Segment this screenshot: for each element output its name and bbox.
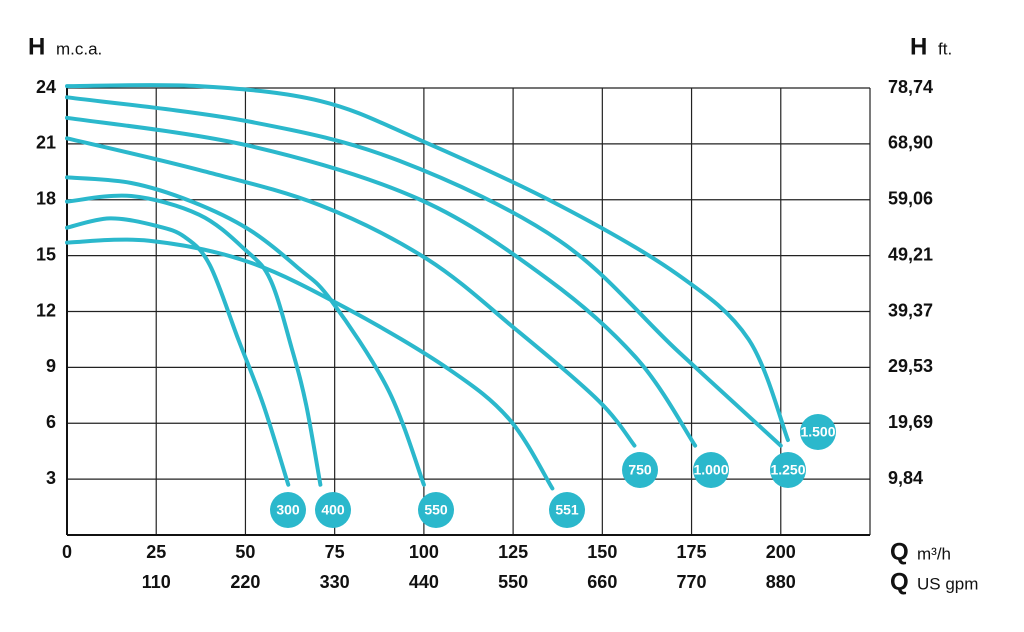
- x2-tick-label: 440: [409, 572, 439, 592]
- curve-badge: [770, 452, 806, 488]
- pump-curve: [65, 175, 426, 487]
- y2-tick-label: 39,37: [888, 300, 933, 320]
- pump-curve: [65, 237, 555, 491]
- y2-tick-label: 68,90: [888, 133, 933, 153]
- x2-tick-label: 110: [142, 572, 171, 592]
- x2-axis-symbol: Q: [890, 568, 909, 595]
- x-tick-label: 50: [235, 542, 255, 562]
- curve-label: 550: [424, 502, 448, 518]
- y-tick-label: 18: [36, 189, 56, 209]
- y-axis-symbol: H: [28, 33, 45, 60]
- x-axis-symbol: Q: [890, 538, 909, 565]
- curve-label: 551: [555, 502, 579, 518]
- pump-curve: [65, 83, 790, 443]
- curve-badge: [315, 492, 351, 528]
- x-tick-label: 200: [766, 542, 796, 562]
- y-tick-label: 15: [36, 244, 56, 264]
- x-tick-label: 100: [409, 542, 439, 562]
- curve-badge: [622, 452, 658, 488]
- curve-badge: [270, 492, 306, 528]
- curve-badge: [800, 414, 836, 450]
- x-tick-label: 25: [146, 542, 166, 562]
- y-tick-label: 9: [46, 356, 56, 376]
- pump-curve: [65, 216, 291, 487]
- y-tick-label: 12: [36, 300, 56, 320]
- x2-tick-label: 770: [677, 572, 707, 592]
- curve-label: 1.000: [693, 462, 728, 478]
- y-tick-label: 6: [46, 412, 56, 432]
- curve-badge: [418, 492, 454, 528]
- y2-tick-label: 78,74: [888, 77, 933, 97]
- x2-axis-unit: US gpm: [917, 574, 978, 593]
- x-axis-unit: m³/h: [917, 544, 951, 563]
- y2-tick-label: 59,06: [888, 188, 933, 208]
- y2-axis-unit: ft.: [938, 39, 952, 58]
- x-tick-label: 150: [587, 542, 617, 562]
- y2-tick-label: 49,21: [888, 244, 933, 264]
- x-tick-label: 125: [498, 542, 528, 562]
- x2-tick-label: 220: [230, 572, 260, 592]
- pump-curve: [65, 95, 783, 448]
- curve-label: 400: [321, 502, 345, 518]
- x2-tick-label: 660: [587, 572, 617, 592]
- curve-label: 750: [628, 462, 652, 478]
- x2-tick-label: 550: [498, 572, 528, 592]
- y2-axis-symbol: H: [910, 33, 927, 60]
- curve-label: 1.250: [770, 462, 805, 478]
- y2-tick-label: 19,69: [888, 412, 933, 432]
- y2-tick-label: 29,53: [888, 356, 933, 376]
- x-tick-label: 75: [325, 542, 345, 562]
- pump-curve: [65, 136, 637, 448]
- curve-badge: [549, 492, 585, 528]
- y2-tick-label: 9,84: [888, 468, 923, 488]
- x2-tick-label: 330: [320, 572, 350, 592]
- curve-label: 300: [276, 502, 300, 518]
- pump-curve: [65, 115, 698, 448]
- x-tick-label: 0: [62, 542, 72, 562]
- y-tick-label: 21: [36, 133, 56, 153]
- x2-tick-label: 880: [766, 572, 796, 592]
- curve-label: 1.500: [800, 424, 835, 440]
- y-axis-unit: m.c.a.: [56, 39, 102, 58]
- x-tick-label: 175: [677, 542, 707, 562]
- y-tick-label: 3: [46, 468, 56, 488]
- y-tick-label: 24: [36, 77, 56, 97]
- curve-badge: [693, 452, 729, 488]
